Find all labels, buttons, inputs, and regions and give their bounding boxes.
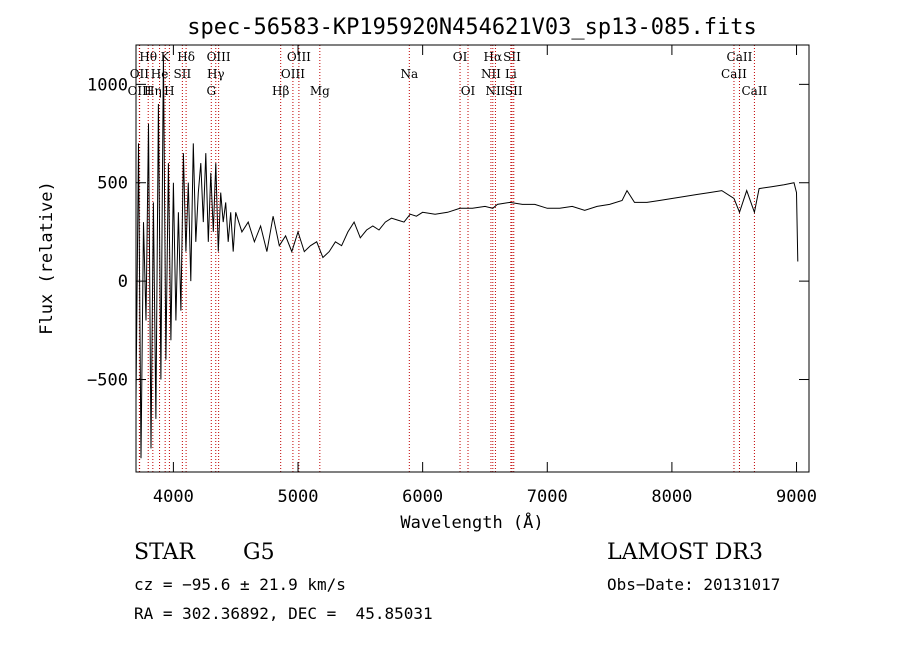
survey-label: LAMOST DR3 xyxy=(607,540,763,565)
line-label-k: K xyxy=(161,50,171,64)
line-label-hα: Hα xyxy=(484,50,503,64)
line-label-oi: OI xyxy=(453,50,468,64)
y-tick-label: −500 xyxy=(87,371,128,391)
y-tick-label: 500 xyxy=(97,174,128,194)
line-label-h: H xyxy=(164,84,174,98)
x-tick-label: 7000 xyxy=(527,487,568,507)
line-label-g: G xyxy=(206,84,216,98)
subclass-label: G5 xyxy=(243,540,275,565)
line-label-oiii: OIII xyxy=(207,50,231,64)
x-tick-label: 5000 xyxy=(278,487,319,507)
line-label-hβ: Hβ xyxy=(272,84,289,98)
line-label-nii: NII xyxy=(485,84,505,98)
x-axis-label: Wavelength (Å) xyxy=(400,511,543,533)
x-tick-label: 8000 xyxy=(651,487,692,507)
y-axis-label: Flux (relative) xyxy=(37,181,57,335)
class-label: STAR xyxy=(134,540,195,565)
x-tick-label: 9000 xyxy=(776,487,817,507)
line-label-he: He xyxy=(151,67,169,81)
plot-frame xyxy=(135,44,810,473)
line-label-hη: Hη xyxy=(144,84,162,98)
line-label-nii: NII xyxy=(481,67,501,81)
line-label-oiii: OIII xyxy=(281,67,305,81)
line-label-sii: SII xyxy=(503,50,521,64)
line-label-oiii: OIII xyxy=(287,50,311,64)
y-tick-label: 1000 xyxy=(87,75,128,95)
line-label-sii: SII xyxy=(505,84,523,98)
line-label-mg: Mg xyxy=(310,84,330,98)
x-tick-label: 4000 xyxy=(153,487,194,507)
chart-title: spec-56583-KP195920N454621V03_sp13-085.f… xyxy=(187,15,757,40)
axis-ticks: 4000 5000 6000 7000 8000 9000 −500 0 500 1000 xyxy=(87,45,817,507)
line-label-hθ: Hθ xyxy=(139,50,157,64)
y-tick-label: 0 xyxy=(118,272,128,292)
line-label-hδ: Hδ xyxy=(177,50,195,64)
line-label-oi: OI xyxy=(461,84,476,98)
obs-date-readout: Obs−Date: 20131017 xyxy=(607,575,781,594)
line-label-oiii: OIII xyxy=(128,84,152,98)
coordinates-readout: RA = 302.36892, DEC = 45.85031 xyxy=(134,604,433,623)
x-tick-label: 6000 xyxy=(402,487,443,507)
line-label-na: Na xyxy=(400,67,418,81)
line-label-caii: CaII xyxy=(727,50,753,64)
line-label-caii: CaII xyxy=(721,67,747,81)
spectrum-line xyxy=(135,54,799,459)
line-label-li: Li xyxy=(505,67,517,81)
line-label-sii: SII xyxy=(174,67,192,81)
line-label-caii: CaII xyxy=(741,84,767,98)
line-label-oii: OII xyxy=(130,67,150,81)
cz-readout: cz = −95.6 ± 21.9 km/s xyxy=(134,575,346,594)
line-label-hγ: Hγ xyxy=(207,67,225,81)
